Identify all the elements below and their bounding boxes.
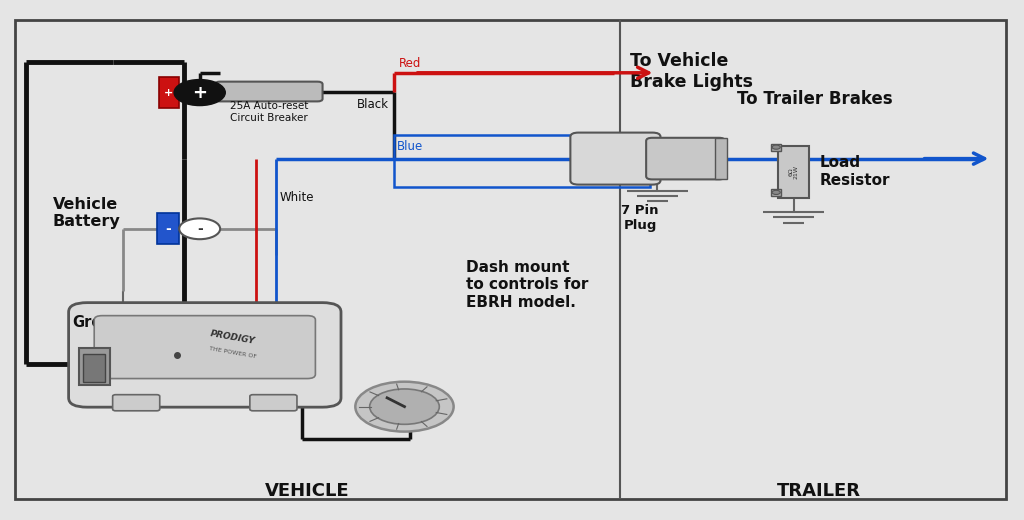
Text: Dash mount
to controls for
EBRH model.: Dash mount to controls for EBRH model.	[466, 260, 589, 310]
FancyBboxPatch shape	[771, 144, 781, 151]
Text: Load
Resistor: Load Resistor	[819, 155, 890, 188]
FancyBboxPatch shape	[83, 354, 105, 382]
Circle shape	[370, 389, 439, 424]
Text: To Vehicle
Brake Lights: To Vehicle Brake Lights	[630, 52, 753, 91]
Circle shape	[772, 190, 780, 194]
Text: THE POWER OF: THE POWER OF	[209, 346, 257, 360]
FancyBboxPatch shape	[79, 348, 110, 385]
FancyBboxPatch shape	[94, 316, 315, 379]
Circle shape	[772, 145, 780, 149]
Text: 7 Pin
Plug: 7 Pin Plug	[622, 204, 658, 232]
Text: To Trailer Brakes: To Trailer Brakes	[737, 90, 893, 108]
Circle shape	[355, 382, 454, 432]
FancyBboxPatch shape	[159, 77, 179, 108]
Text: White: White	[280, 191, 314, 204]
FancyBboxPatch shape	[570, 133, 660, 185]
Text: Ground: Ground	[72, 315, 133, 330]
Text: Red: Red	[399, 57, 422, 70]
Text: VEHICLE: VEHICLE	[265, 483, 349, 500]
Circle shape	[179, 218, 220, 239]
FancyBboxPatch shape	[778, 146, 809, 198]
FancyBboxPatch shape	[250, 395, 297, 411]
FancyBboxPatch shape	[715, 138, 727, 179]
FancyBboxPatch shape	[157, 213, 179, 244]
Text: -: -	[197, 222, 203, 236]
FancyBboxPatch shape	[215, 82, 323, 101]
Text: Blue: Blue	[397, 140, 424, 153]
FancyBboxPatch shape	[113, 395, 160, 411]
Text: +: +	[164, 87, 174, 98]
Text: -: -	[165, 222, 171, 236]
FancyBboxPatch shape	[771, 189, 781, 196]
Text: 6Ω
21W: 6Ω 21W	[788, 165, 799, 178]
Text: +: +	[193, 84, 207, 101]
Text: Vehicle
Battery: Vehicle Battery	[52, 197, 120, 229]
Text: TRAILER: TRAILER	[777, 483, 861, 500]
Text: 25A Auto-reset
Circuit Breaker: 25A Auto-reset Circuit Breaker	[229, 101, 308, 123]
FancyBboxPatch shape	[69, 303, 341, 407]
Text: PRODIGY: PRODIGY	[210, 329, 256, 346]
Circle shape	[174, 80, 225, 106]
Text: Black: Black	[357, 98, 389, 110]
FancyBboxPatch shape	[646, 138, 725, 179]
